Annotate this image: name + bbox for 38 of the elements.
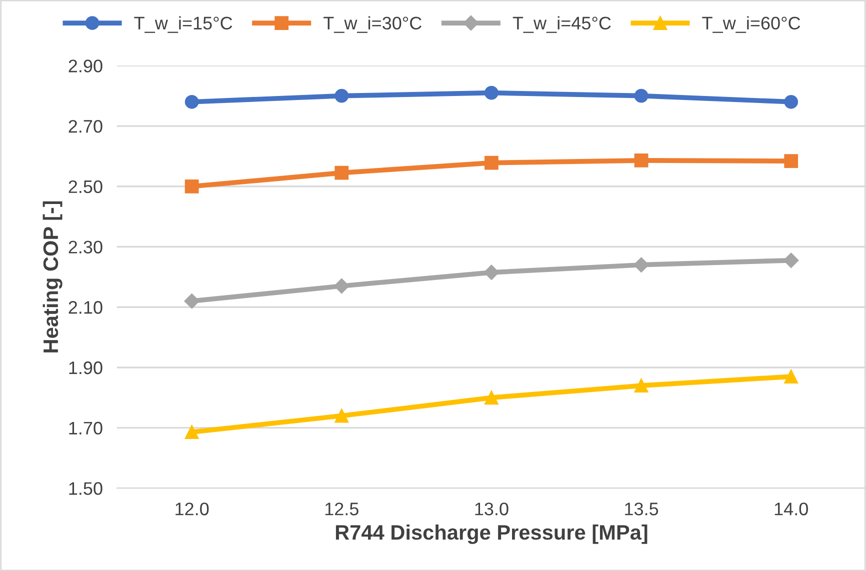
y-tick-label: 1.50 bbox=[69, 482, 102, 495]
y-tick-label: 2.90 bbox=[68, 60, 102, 72]
y-tick-label: 2.70 bbox=[68, 120, 102, 133]
point bbox=[484, 86, 498, 100]
x-tick-label: 12.0 bbox=[176, 502, 209, 516]
legend-label: T_w_i=45°C bbox=[512, 16, 611, 33]
point bbox=[634, 378, 648, 393]
point bbox=[184, 94, 199, 109]
x-tick-label: 13.0 bbox=[475, 502, 508, 516]
point bbox=[334, 166, 349, 180]
y-tick-label: 2.30 bbox=[68, 240, 102, 254]
x-tick-label: 12.5 bbox=[325, 502, 358, 516]
point bbox=[784, 252, 799, 268]
point bbox=[184, 179, 199, 194]
point bbox=[634, 153, 648, 168]
point bbox=[184, 294, 200, 309]
x-tick-label: 14.0 bbox=[774, 502, 808, 516]
legend-label: T_w_i=60°C bbox=[702, 16, 800, 33]
x-axis-title: R744 Discharge Pressure [MPa] bbox=[336, 524, 648, 544]
y-tick-label: 2.10 bbox=[68, 301, 102, 314]
point bbox=[334, 88, 349, 103]
point bbox=[484, 390, 498, 405]
point bbox=[784, 154, 798, 168]
point bbox=[334, 278, 350, 294]
y-tick-label: 1.90 bbox=[69, 361, 102, 374]
point bbox=[784, 94, 798, 109]
legend-label: T_w_i=30°C bbox=[324, 16, 422, 33]
y-tick-label: 2.50 bbox=[68, 180, 102, 194]
y-tick-label: 1.70 bbox=[69, 422, 102, 435]
point bbox=[334, 408, 349, 423]
point bbox=[634, 257, 649, 272]
point bbox=[184, 425, 199, 440]
legend-label: T_w_i=15°C bbox=[134, 16, 232, 33]
point bbox=[484, 156, 498, 170]
y-axis-title: Heating COP [-] bbox=[42, 201, 62, 352]
point bbox=[784, 370, 798, 384]
x-tick-label: 13.5 bbox=[625, 502, 658, 516]
point bbox=[634, 88, 648, 103]
